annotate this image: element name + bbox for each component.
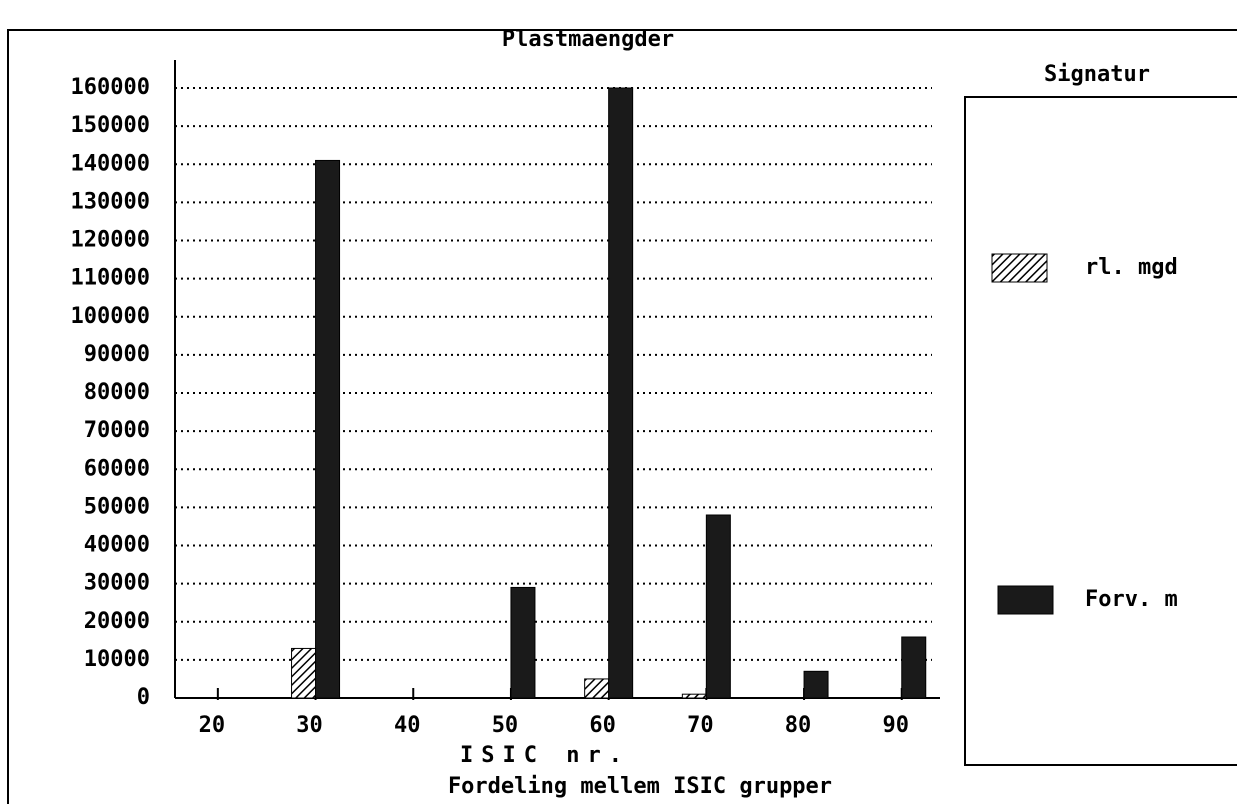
x-tick-label: 50 [492,713,519,738]
y-tick-label: 150000 [71,113,150,138]
y-tick-label: 140000 [71,151,150,176]
x-tick-label: 40 [394,713,421,738]
legend-label: rl. mgd [1085,255,1178,280]
x-tick-label: 60 [589,713,616,738]
y-tick-label: 80000 [84,380,150,405]
bar [291,647,317,699]
y-tick-label: 70000 [84,418,150,443]
bar [705,514,731,699]
y-tick-label: 160000 [71,75,150,100]
x-axis-label: ISIC nr. [460,743,630,768]
x-tick-label: 30 [296,713,323,738]
bar [315,159,341,699]
y-tick-label: 120000 [71,228,150,253]
y-tick-label: 0 [137,685,150,710]
x-tick-label: 70 [687,713,714,738]
x-tick-label: 80 [785,713,812,738]
chart-title: Plastmaengder [502,27,674,52]
legend-label: Forv. m [1085,587,1178,612]
x-tick-label: 20 [199,713,226,738]
y-tick-label: 30000 [84,571,150,596]
legend-swatch [991,253,1048,283]
y-tick-label: 20000 [84,609,150,634]
bar [510,586,536,699]
legend-swatch [997,585,1054,615]
bar [803,670,829,699]
y-tick-label: 40000 [84,533,150,558]
frame [7,29,1237,808]
y-tick-label: 50000 [84,494,150,519]
bar [584,678,610,699]
subtitle: Fordeling mellem ISIC grupper [448,774,832,799]
bar [901,636,927,699]
y-tick-label: 90000 [84,342,150,367]
bar [608,87,634,699]
y-tick-label: 10000 [84,647,150,672]
y-tick-label: 110000 [71,266,150,291]
y-tick-label: 100000 [71,304,150,329]
x-tick-label: 90 [883,713,910,738]
bar [681,693,707,699]
y-tick-label: 130000 [71,189,150,214]
legend-title: Signatur [1044,62,1150,87]
legend-box [964,96,1237,766]
y-tick-label: 60000 [84,456,150,481]
